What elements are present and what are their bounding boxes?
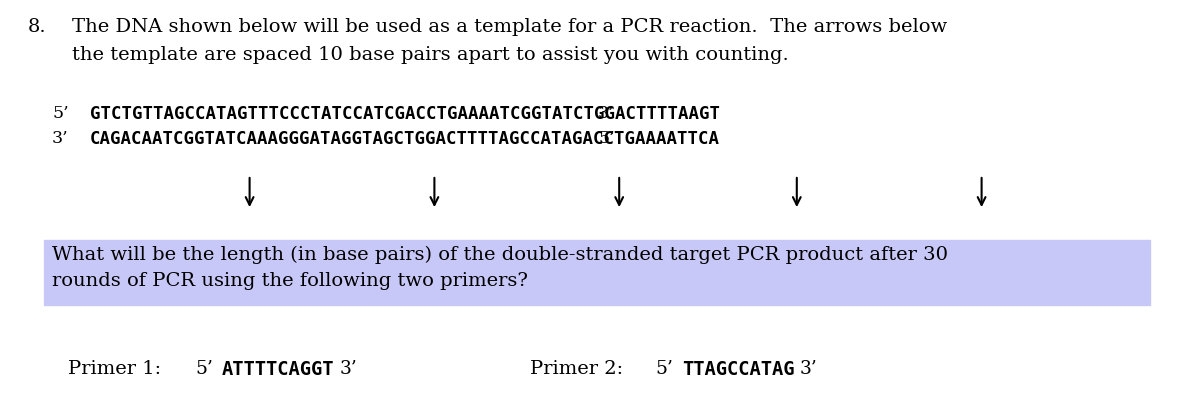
- Text: The DNA shown below will be used as a template for a PCR reaction.  The arrows b: The DNA shown below will be used as a te…: [72, 18, 947, 36]
- Text: GTCTGTTAGCCATAGTTTCCCTATCCATCGACCTGAAAATCGGTATCTGGACTTTTAAGT: GTCTGTTAGCCATAGTTTCCCTATCCATCGACCTGAAAAT…: [90, 105, 720, 123]
- Text: 3’: 3’: [52, 130, 68, 147]
- Text: 3’: 3’: [800, 360, 817, 378]
- Text: 3’: 3’: [598, 105, 614, 122]
- Text: 5’: 5’: [52, 105, 68, 122]
- Text: rounds of PCR using the following two primers?: rounds of PCR using the following two pr…: [52, 272, 528, 290]
- Text: Primer 1:: Primer 1:: [68, 360, 161, 378]
- Text: 5’: 5’: [598, 130, 614, 147]
- Text: 3’: 3’: [340, 360, 358, 378]
- Text: What will be the length (in base pairs) of the double-stranded target PCR produc: What will be the length (in base pairs) …: [52, 246, 948, 264]
- Text: the template are spaced 10 base pairs apart to assist you with counting.: the template are spaced 10 base pairs ap…: [72, 46, 788, 64]
- Text: TTAGCCATAG: TTAGCCATAG: [682, 360, 794, 379]
- Text: 5’: 5’: [655, 360, 673, 378]
- Text: 8.: 8.: [28, 18, 47, 36]
- Text: ATTTTCAGGT: ATTTTCAGGT: [222, 360, 335, 379]
- Text: Primer 2:: Primer 2:: [530, 360, 623, 378]
- Bar: [44, 240, 1150, 305]
- Text: 5’: 5’: [194, 360, 212, 378]
- Text: CAGACAATCGGTATCAAAGGGATAGGTAGCTGGACTTTTAGCCATAGACCTGAAAATTCA: CAGACAATCGGTATCAAAGGGATAGGTAGCTGGACTTTTA…: [90, 130, 720, 148]
